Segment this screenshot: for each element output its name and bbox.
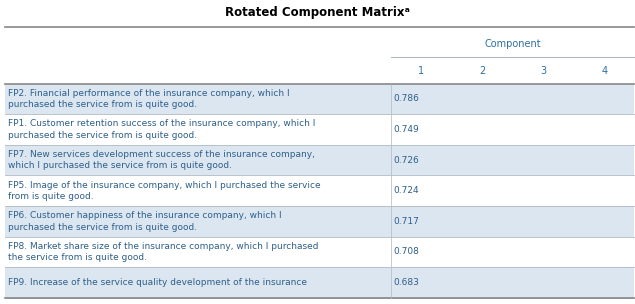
Bar — [5, 237, 634, 267]
Text: FP7. New services development success of the insurance company,
which I purchase: FP7. New services development success of… — [8, 150, 315, 170]
Text: 0.786: 0.786 — [394, 95, 420, 103]
Text: FP9. Increase of the service quality development of the insurance: FP9. Increase of the service quality dev… — [8, 278, 307, 287]
Text: 2: 2 — [479, 66, 486, 76]
Bar — [5, 84, 634, 114]
Text: Component: Component — [485, 39, 542, 49]
Text: 0.683: 0.683 — [394, 278, 420, 287]
Text: FP1. Customer retention success of the insurance company, which I
purchased the : FP1. Customer retention success of the i… — [8, 119, 316, 140]
Bar — [5, 114, 634, 145]
Text: 4: 4 — [602, 66, 608, 76]
Text: FP8. Market share size of the insurance company, which I purchased
the service f: FP8. Market share size of the insurance … — [8, 242, 319, 262]
Text: 0.717: 0.717 — [394, 217, 420, 226]
Text: 0.749: 0.749 — [394, 125, 420, 134]
Bar — [5, 206, 634, 237]
Text: FP6. Customer happiness of the insurance company, which I
purchased the service : FP6. Customer happiness of the insurance… — [8, 211, 282, 232]
Text: FP2. Financial performance of the insurance company, which I
purchased the servi: FP2. Financial performance of the insura… — [8, 89, 290, 109]
Text: 0.724: 0.724 — [394, 186, 419, 195]
Text: FP5. Image of the insurance company, which I purchased the service
from is quite: FP5. Image of the insurance company, whi… — [8, 181, 321, 201]
Bar — [5, 267, 634, 298]
Bar — [5, 175, 634, 206]
Bar — [5, 145, 634, 175]
Text: 3: 3 — [540, 66, 547, 76]
Text: 1: 1 — [418, 66, 424, 76]
Text: 0.726: 0.726 — [394, 156, 420, 165]
Text: Rotated Component Matrixᵃ: Rotated Component Matrixᵃ — [225, 6, 410, 19]
Text: 0.708: 0.708 — [394, 247, 420, 257]
